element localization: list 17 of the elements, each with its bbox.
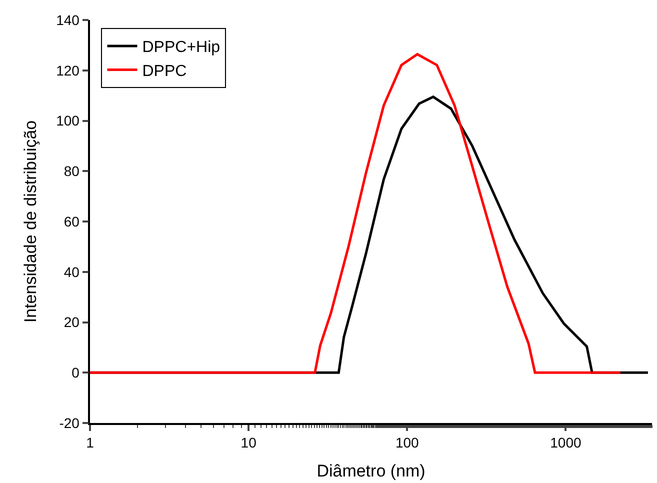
y-tick-label: -20: [59, 414, 80, 431]
x-tick-label: 1000: [550, 434, 582, 451]
y-tick-label: 100: [56, 112, 80, 129]
y-tick-label: 60: [64, 213, 80, 230]
x-tick-label: 100: [395, 434, 420, 451]
y-tick-label: 120: [56, 62, 80, 78]
y-tick-label: 20: [64, 314, 80, 330]
x-tick-label: 1: [86, 434, 94, 451]
y-tick-label: 40: [64, 264, 80, 280]
legend-label: DPPC: [142, 63, 187, 80]
y-axis-title: Intensidade de distribuição: [21, 120, 40, 323]
y-tick-label: 0: [72, 364, 80, 381]
y-tick-label: 140: [56, 12, 80, 28]
y-tick-label: 80: [64, 163, 80, 180]
x-axis-title: Diâmetro (nm): [316, 461, 426, 480]
x-tick-label: 10: [240, 434, 257, 451]
legend-label: DPPC+Hip: [142, 39, 220, 56]
